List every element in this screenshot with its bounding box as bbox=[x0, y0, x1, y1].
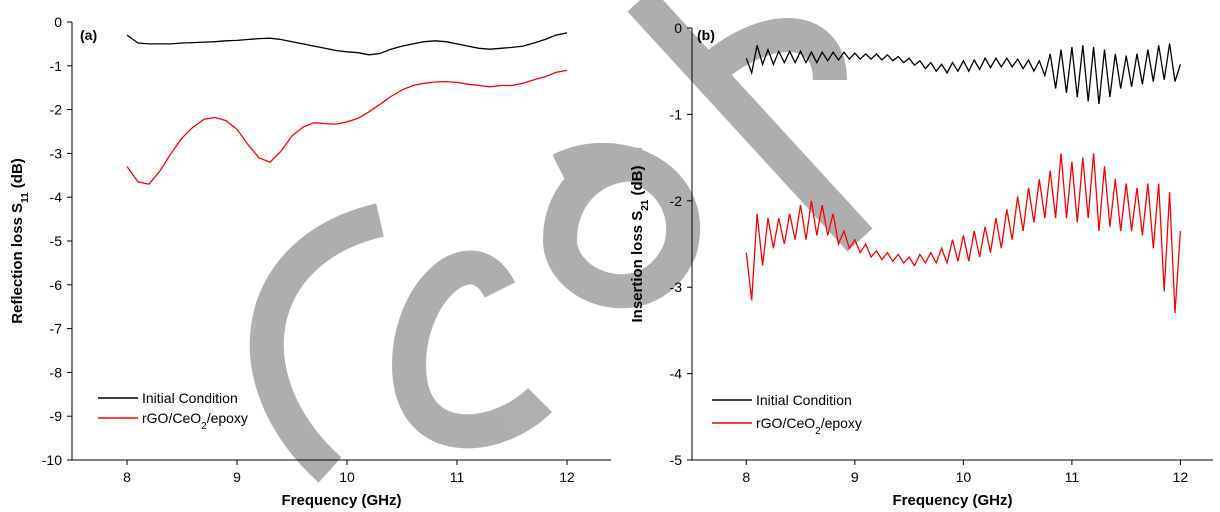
y-tick-label: -9 bbox=[50, 408, 63, 424]
x-tick-label: 10 bbox=[956, 469, 972, 485]
x-tick-label: 12 bbox=[559, 469, 575, 485]
y-tick-label: 0 bbox=[674, 20, 682, 36]
subscript: 2 bbox=[201, 421, 207, 432]
text-part: Insertion loss S bbox=[629, 211, 646, 323]
y-tick-label: -5 bbox=[670, 452, 683, 468]
data-line bbox=[126, 32, 568, 56]
x-axis-title: Frequency (GHz) bbox=[281, 492, 401, 509]
x-tick-label: 10 bbox=[339, 469, 355, 485]
x-tick-label: 8 bbox=[123, 469, 131, 485]
panel-label: (a) bbox=[80, 27, 97, 43]
x-tick-label: 9 bbox=[233, 469, 241, 485]
x-axis-title: Frequency (GHz) bbox=[892, 492, 1012, 509]
y-tick-label: -10 bbox=[42, 452, 62, 468]
text-part: Reflection loss S bbox=[9, 203, 26, 324]
data-line bbox=[745, 153, 1182, 314]
text-part: /epoxy bbox=[821, 415, 862, 431]
watermark-stroke bbox=[687, 18, 847, 93]
y-tick-label: -2 bbox=[670, 193, 683, 209]
y-tick-label: -7 bbox=[50, 321, 63, 337]
text-part: Initial Condition bbox=[142, 390, 238, 406]
data-line bbox=[126, 69, 568, 185]
y-tick-label: -3 bbox=[670, 279, 683, 295]
y-tick-label: -3 bbox=[50, 145, 63, 161]
text-part: /epoxy bbox=[207, 410, 248, 426]
watermark-stroke bbox=[249, 203, 385, 483]
x-tick-label: 12 bbox=[1173, 469, 1189, 485]
y-tick-label: -8 bbox=[50, 364, 63, 380]
watermark-stroke bbox=[627, 0, 873, 252]
y-axis-title: Insertion loss S21 (dB) bbox=[629, 166, 651, 323]
y-tick-label: 0 bbox=[54, 14, 62, 30]
text-part: rGO/CeO bbox=[142, 410, 201, 426]
y-tick-label: -5 bbox=[50, 233, 63, 249]
subscript: 21 bbox=[640, 199, 651, 211]
data-line bbox=[745, 43, 1182, 105]
x-tick-label: 11 bbox=[1065, 469, 1080, 485]
x-tick-label: 9 bbox=[851, 469, 859, 485]
y-axis-title: Reflection loss S11 (dB) bbox=[9, 158, 31, 324]
legend-label: rGO/CeO2/epoxy bbox=[142, 410, 248, 432]
y-tick-label: -4 bbox=[50, 189, 63, 205]
legend-label: Initial Condition bbox=[756, 392, 852, 408]
legend-label: rGO/CeO2/epoxy bbox=[756, 415, 862, 437]
y-tick-label: -1 bbox=[50, 58, 63, 74]
y-tick-label: -1 bbox=[670, 106, 683, 122]
subscript: 2 bbox=[815, 426, 821, 437]
text-part: (dB) bbox=[629, 166, 646, 200]
x-tick-label: 11 bbox=[450, 469, 465, 485]
watermark-stroke bbox=[542, 143, 701, 309]
panel-label: (b) bbox=[697, 27, 715, 43]
text-part: (dB) bbox=[9, 158, 26, 192]
text-part: Initial Condition bbox=[756, 392, 852, 408]
watermark-stroke bbox=[392, 250, 553, 449]
y-tick-label: -2 bbox=[50, 102, 63, 118]
legend-label: Initial Condition bbox=[142, 390, 238, 406]
subscript: 11 bbox=[20, 192, 31, 203]
y-tick-label: -4 bbox=[670, 366, 683, 382]
text-part: rGO/CeO bbox=[756, 415, 815, 431]
y-tick-label: -6 bbox=[50, 277, 63, 293]
x-tick-label: 8 bbox=[742, 469, 750, 485]
watermark bbox=[249, 0, 873, 483]
